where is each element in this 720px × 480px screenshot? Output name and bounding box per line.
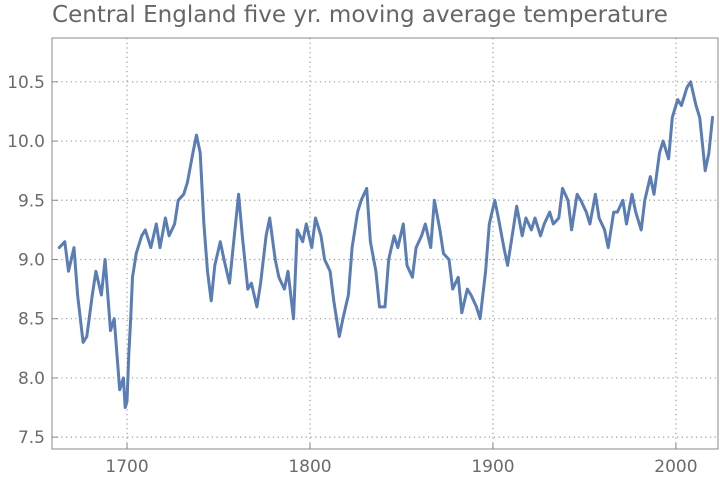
x-tick-label: 1700 (105, 457, 148, 477)
y-tick-label: 9.0 (18, 250, 45, 270)
x-tick-label: 1900 (471, 457, 514, 477)
y-tick-label: 10.0 (7, 132, 45, 152)
grid-lines (52, 38, 718, 449)
plot-frame (51, 37, 719, 450)
axis-ticks (52, 81, 677, 449)
y-tick-label: 7.5 (18, 428, 45, 448)
temperature-series-line (57, 80, 714, 409)
y-tick-label: 8.5 (18, 310, 45, 330)
chart-title: Central England five yr. moving average … (52, 2, 668, 28)
y-tick-label: 10.5 (7, 73, 45, 93)
y-tick-label: 8.0 (18, 369, 45, 389)
y-tick-label: 9.5 (18, 191, 45, 211)
x-tick-label: 1800 (288, 457, 331, 477)
tick-labels: 1700 1800 1900 2000 7.5 8.0 8.5 9.0 9.5 10.0 10.5 (7, 73, 697, 477)
x-tick-label: 2000 (654, 457, 697, 477)
